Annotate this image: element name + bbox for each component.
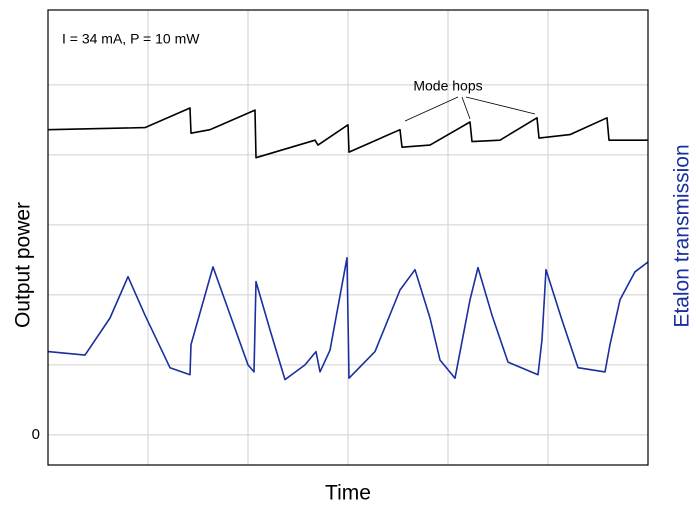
annotation-arrow (461, 96, 471, 120)
y-tick-label: 0 (32, 426, 40, 443)
x-axis-label: Time (325, 482, 371, 505)
plot-frame (47, 9, 649, 466)
y2-axis-label: Etalon transmission (671, 144, 694, 327)
y-axis-label: Output power (12, 202, 35, 328)
annotation-arrow (465, 96, 536, 115)
data-line (47, 107, 648, 159)
annotation-arrow (404, 96, 459, 122)
annotation: Mode hops (413, 78, 482, 94)
data-line (47, 257, 649, 381)
lines (47, 107, 649, 381)
grid (48, 10, 648, 465)
annotation: I = 34 mA, P = 10 mW (62, 31, 200, 47)
